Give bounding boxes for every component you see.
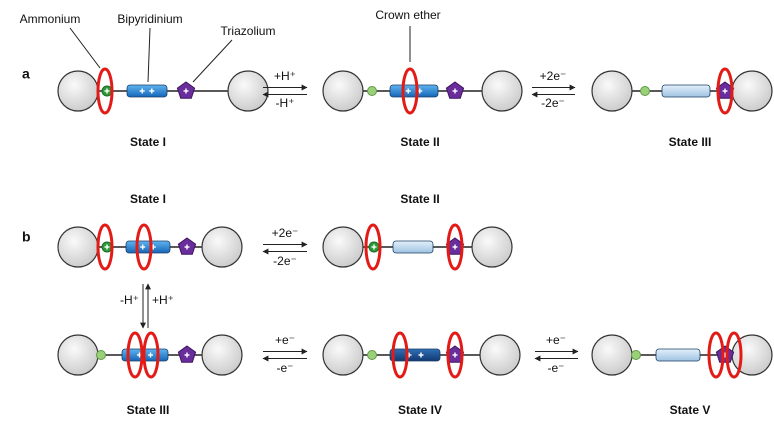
arrow-label: +e⁻	[546, 333, 566, 347]
amine	[641, 87, 650, 96]
stopper	[323, 71, 363, 111]
stopper	[592, 71, 632, 111]
stopper	[482, 71, 522, 111]
arrow-label: -e⁻	[547, 361, 564, 375]
component-label: Bipyridinium	[117, 12, 182, 26]
stopper	[323, 335, 363, 375]
stopper	[732, 71, 772, 111]
arrow-label: +e⁻	[275, 333, 295, 347]
bipyridinium	[662, 85, 710, 97]
arrow-label: -H⁺	[120, 293, 139, 307]
arrow-label: -H⁺	[276, 96, 295, 110]
stopper	[480, 335, 520, 375]
diagram: a b Ammonium Bipyridinium Triazolium Cro…	[0, 0, 774, 421]
stopper	[58, 335, 98, 375]
bipyridinium	[393, 241, 433, 253]
state-label: State III	[127, 403, 170, 417]
amine	[368, 87, 377, 96]
stopper	[592, 335, 632, 375]
stopper	[202, 227, 242, 267]
state-label: State III	[669, 135, 712, 149]
state-label: State II	[400, 135, 439, 149]
bipyridinium	[656, 349, 700, 361]
panel-label: b	[22, 229, 31, 245]
state-label: State I	[130, 192, 166, 206]
arrow-label: +H⁺	[274, 69, 296, 83]
stopper	[228, 71, 268, 111]
leader-line	[70, 28, 100, 68]
stopper	[58, 227, 98, 267]
bipyridinium	[126, 241, 170, 253]
arrow-label: +2e⁻	[272, 226, 299, 240]
bipyridinium	[390, 85, 438, 97]
stopper	[323, 227, 363, 267]
stopper	[58, 71, 98, 111]
stopper	[202, 335, 242, 375]
molecules	[58, 69, 772, 377]
arrow-label: -2e⁻	[273, 254, 297, 268]
leader-line	[193, 40, 232, 82]
arrow-label: +H⁺	[152, 293, 174, 307]
amine	[632, 351, 641, 360]
state-label: State I	[130, 135, 166, 149]
bipyridinium	[127, 85, 167, 97]
arrow-label: -e⁻	[276, 361, 293, 375]
arrow-label: +2e⁻	[540, 69, 567, 83]
bipyridinium	[390, 349, 440, 361]
component-label: Triazolium	[221, 24, 276, 38]
stopper	[472, 227, 512, 267]
component-label: Ammonium	[20, 12, 81, 26]
arrow-label: -2e⁻	[541, 96, 565, 110]
leader-line	[148, 28, 150, 82]
amine	[368, 351, 377, 360]
state-label: State IV	[398, 403, 442, 417]
state-label: State II	[400, 192, 439, 206]
panel-label: a	[22, 66, 30, 82]
state-label: State V	[670, 403, 711, 417]
component-label: Crown ether	[375, 8, 440, 22]
amine	[97, 351, 106, 360]
